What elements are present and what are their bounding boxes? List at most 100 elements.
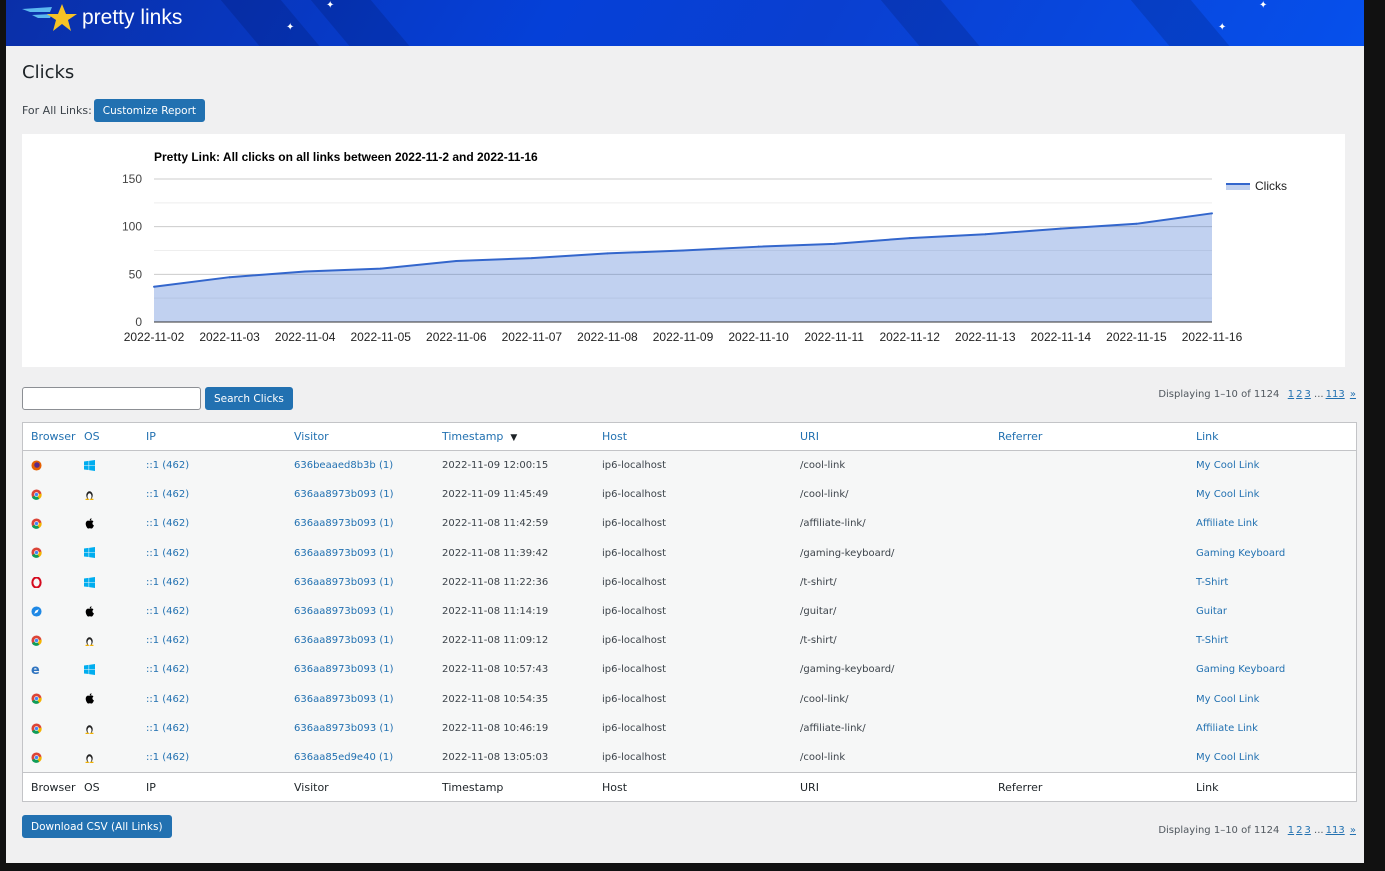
x-tick-label: 2022-11-11 [804, 330, 864, 344]
legend-swatch [1226, 184, 1250, 190]
page-link-1[interactable]: 1 [1287, 389, 1295, 400]
link-cell[interactable]: Gaming Keyboard [1196, 664, 1286, 676]
link-cell[interactable]: My Cool Link [1196, 489, 1260, 501]
search-clicks-button[interactable]: Search Clicks [205, 387, 293, 410]
link-cell[interactable]: T-Shirt [1196, 576, 1229, 588]
column-header-os[interactable]: OS [84, 430, 146, 443]
data-point [833, 242, 836, 245]
ip-cell[interactable]: ::1 (462) [146, 460, 190, 472]
x-tick-label: 2022-11-08 [577, 330, 638, 344]
x-tick-label: 2022-11-12 [879, 330, 940, 344]
link-cell[interactable]: Affiliate Link [1196, 518, 1258, 530]
page-link-3[interactable]: 3 [1304, 825, 1311, 836]
search-input[interactable] [22, 387, 201, 410]
column-header-ip[interactable]: IP [146, 430, 294, 443]
uri-cell: /cool-link/ [800, 693, 849, 705]
column-header-timestamp[interactable]: Timestamp ▼ [442, 430, 602, 443]
x-tick-label: 2022-11-05 [350, 330, 411, 344]
browser-cell [23, 460, 84, 472]
link-cell[interactable]: T-Shirt [1196, 635, 1229, 647]
next-page-link[interactable]: » [1349, 825, 1356, 836]
column-header-uri[interactable]: URI [800, 430, 998, 443]
ip-cell[interactable]: ::1 (462) [146, 489, 190, 501]
column-header-label: Host [602, 430, 628, 443]
visitor-cell[interactable]: 636aa8973b093 (1) [294, 606, 394, 618]
chrome-icon [31, 489, 42, 501]
visitor-cell[interactable]: 636aa8973b093 (1) [294, 489, 394, 501]
page-link-2[interactable]: 2 [1296, 825, 1303, 836]
header: ✦ ✦ ✦ ✦ pretty links [6, 0, 1364, 46]
table-row: ::1 (462) 636aa8973b093 (1) 2022-11-08 11:… [23, 597, 1356, 626]
safari-icon [31, 606, 42, 617]
page-link-1[interactable]: 1 [1287, 825, 1295, 836]
data-point [530, 257, 533, 260]
ip-cell[interactable]: ::1 (462) [146, 751, 190, 763]
browser-cell [23, 547, 84, 559]
ip-cell[interactable]: ::1 (462) [146, 606, 190, 618]
x-tick-label: 2022-11-04 [275, 330, 336, 344]
table-row: ::1 (462) 636beaaed8b3b (1) 2022-11-09 12:… [23, 451, 1356, 480]
y-tick-label: 50 [129, 267, 143, 281]
chart-svg: Pretty Link: All clicks on all links bet… [122, 150, 1287, 344]
column-header-referrer[interactable]: Referrer [998, 430, 1196, 443]
link-cell[interactable]: My Cool Link [1196, 693, 1260, 705]
visitor-cell[interactable]: 636aa8973b093 (1) [294, 518, 394, 530]
page-link-last[interactable]: 113 [1325, 389, 1345, 400]
ip-cell[interactable]: ::1 (462) [146, 693, 190, 705]
table-row: ::1 (462) 636aa8973b093 (1) 2022-11-08 11:… [23, 539, 1356, 568]
uri-cell: /gaming-keyboard/ [800, 664, 895, 676]
os-cell [84, 752, 146, 764]
uri-cell: /guitar/ [800, 606, 837, 618]
next-page-link[interactable]: » [1349, 389, 1356, 400]
visitor-cell[interactable]: 636aa8973b093 (1) [294, 635, 394, 647]
for-all-links-label: For All Links: [22, 104, 92, 117]
sparkle-icon: ✦ [1259, 0, 1268, 11]
data-point [682, 249, 684, 252]
host-cell: ip6-localhost [602, 576, 666, 588]
linux-icon [84, 635, 95, 646]
ip-cell[interactable]: ::1 (462) [146, 547, 190, 559]
visitor-cell[interactable]: 636aa8973b093 (1) [294, 664, 394, 676]
visitor-cell[interactable]: 636beaaed8b3b (1) [294, 460, 394, 472]
visitor-cell[interactable]: 636aa8973b093 (1) [294, 693, 394, 705]
column-footer-link: Link [1196, 780, 1219, 794]
column-header-host[interactable]: Host [602, 430, 800, 443]
displaying-count: Displaying 1–10 of 1124 [1158, 825, 1280, 836]
visitor-cell[interactable]: 636aa85ed9e40 (1) [294, 751, 394, 763]
link-cell[interactable]: My Cool Link [1196, 751, 1260, 763]
ip-cell[interactable]: ::1 (462) [146, 635, 190, 647]
report-filter: For All Links: Customize Report [22, 99, 206, 122]
ip-cell[interactable]: ::1 (462) [146, 722, 190, 734]
link-cell[interactable]: My Cool Link [1196, 460, 1260, 472]
logo[interactable]: pretty links [22, 3, 182, 33]
visitor-cell[interactable]: 636aa8973b093 (1) [294, 576, 394, 588]
chart-title: Pretty Link: All clicks on all links bet… [154, 150, 538, 164]
data-point [1135, 222, 1138, 225]
download-csv-button[interactable]: Download CSV (All Links) [22, 815, 172, 838]
ip-cell[interactable]: ::1 (462) [146, 518, 190, 530]
page-link-3[interactable]: 3 [1304, 389, 1311, 400]
column-header-visitor[interactable]: Visitor [294, 430, 442, 443]
os-cell [84, 635, 146, 647]
column-header-link[interactable]: Link [1196, 430, 1346, 443]
windows-icon [84, 576, 95, 588]
apple-icon [84, 606, 95, 617]
column-header-browser[interactable]: Browser [23, 430, 84, 443]
data-point [757, 245, 760, 248]
link-cell[interactable]: Guitar [1196, 606, 1228, 618]
ip-cell[interactable]: ::1 (462) [146, 576, 190, 588]
column-footer-visitor: Visitor [294, 780, 329, 794]
table-row: ::1 (462) 636aa8973b093 (1) 2022-11-08 11:… [23, 509, 1356, 538]
chrome-icon [31, 547, 42, 559]
visitor-cell[interactable]: 636aa8973b093 (1) [294, 547, 394, 559]
page-link-last[interactable]: 113 [1325, 825, 1345, 836]
page-link-2[interactable]: 2 [1296, 389, 1303, 400]
ip-cell[interactable]: ::1 (462) [146, 664, 190, 676]
customize-report-button[interactable]: Customize Report [93, 99, 206, 122]
table-row: ::1 (462) 636aa8973b093 (1) 2022-11-09 11:… [23, 480, 1356, 509]
legend-label: Clicks [1255, 179, 1287, 193]
visitor-cell[interactable]: 636aa8973b093 (1) [294, 722, 394, 734]
column-header-label: Link [1196, 430, 1219, 443]
link-cell[interactable]: Gaming Keyboard [1196, 547, 1286, 559]
link-cell[interactable]: Affiliate Link [1196, 722, 1258, 734]
